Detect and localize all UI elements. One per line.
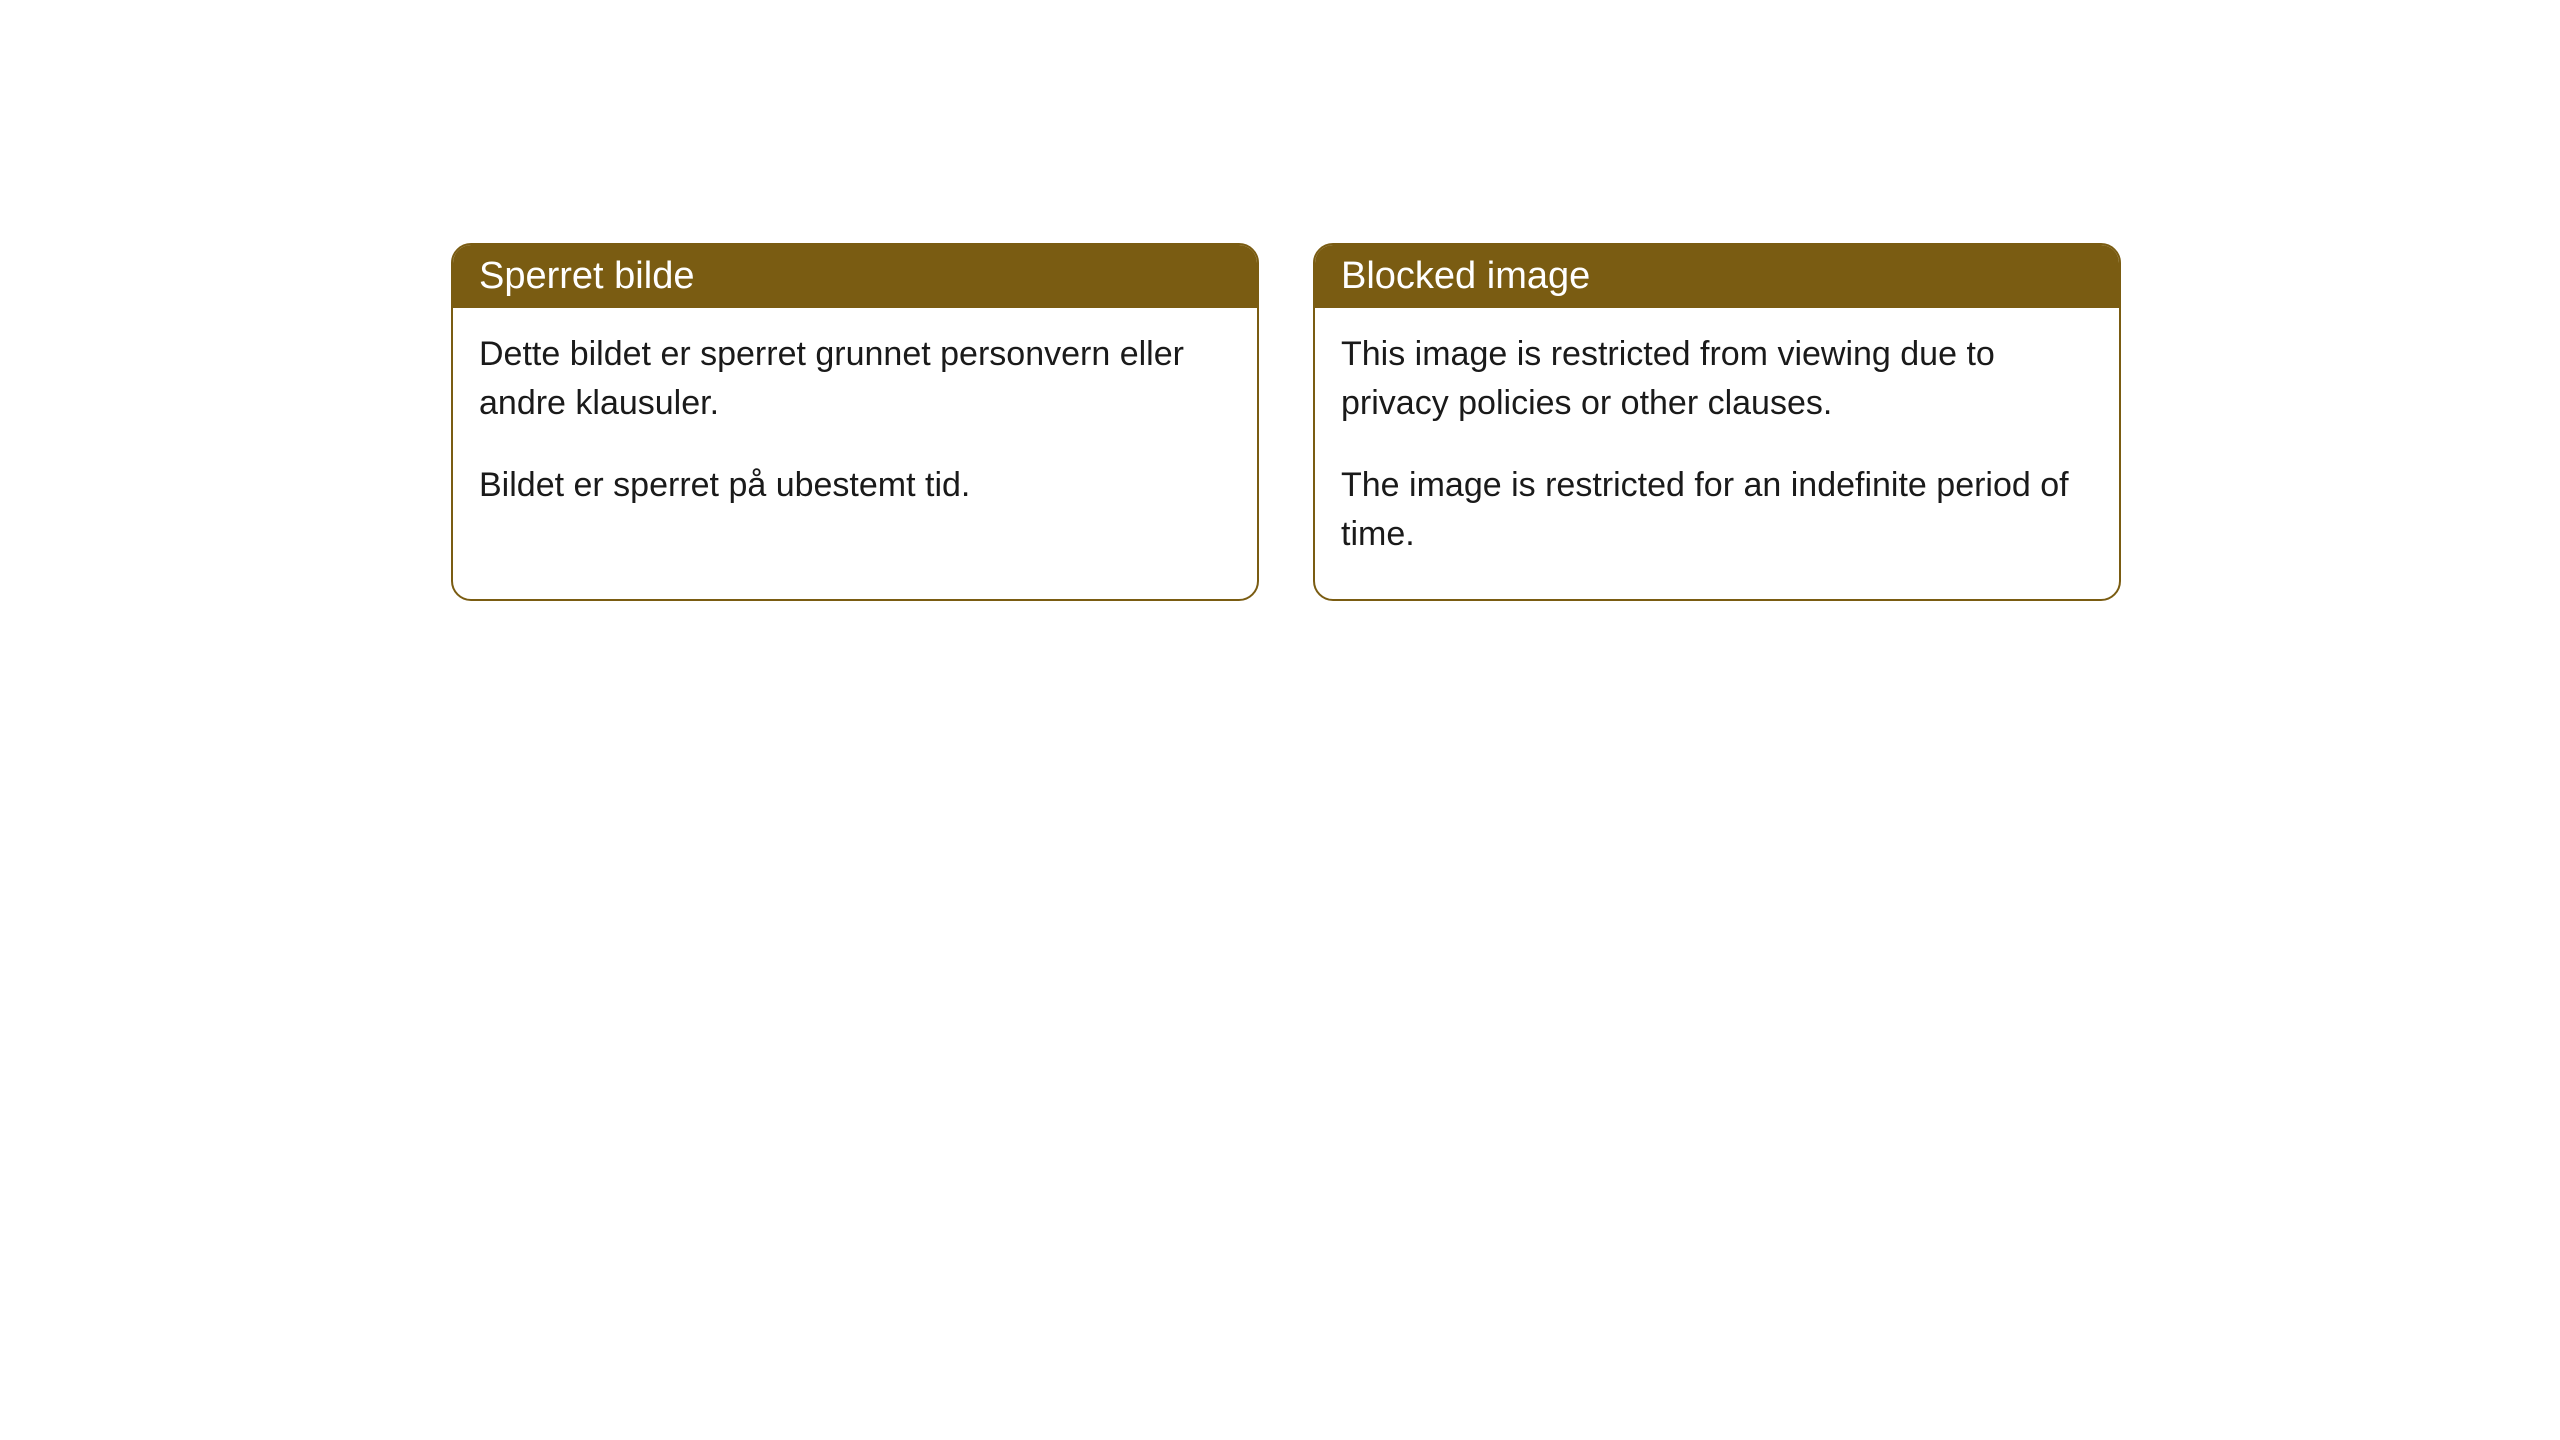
cards-container: Sperret bilde Dette bildet er sperret gr… [451,243,2121,601]
card-paragraph-2: The image is restricted for an indefinit… [1341,461,2093,560]
card-header-norwegian: Sperret bilde [453,245,1257,308]
blocked-image-card-norwegian: Sperret bilde Dette bildet er sperret gr… [451,243,1259,601]
card-paragraph-1: This image is restricted from viewing du… [1341,330,2093,429]
card-paragraph-1: Dette bildet er sperret grunnet personve… [479,330,1231,429]
card-paragraph-2: Bildet er sperret på ubestemt tid. [479,461,1231,510]
blocked-image-card-english: Blocked image This image is restricted f… [1313,243,2121,601]
card-header-english: Blocked image [1315,245,2119,308]
card-body-norwegian: Dette bildet er sperret grunnet personve… [453,308,1257,550]
card-title: Sperret bilde [479,255,694,297]
card-body-english: This image is restricted from viewing du… [1315,308,2119,599]
card-title: Blocked image [1341,255,1590,297]
